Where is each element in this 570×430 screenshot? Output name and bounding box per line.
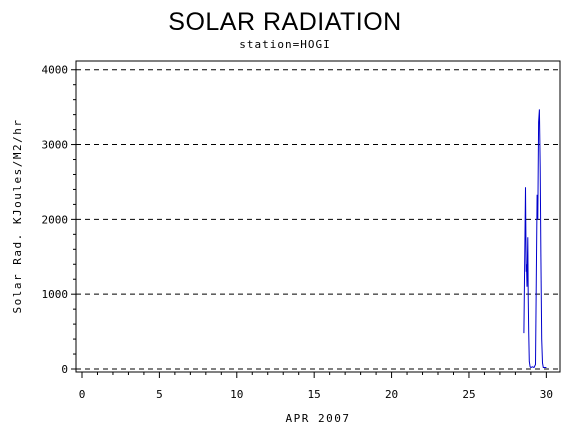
x-tick-label-30: 30 [540, 388, 553, 401]
y-tick-label-4000: 4000 [42, 64, 69, 77]
x-tick-label-10: 10 [230, 388, 243, 401]
x-tick-label-0: 0 [79, 388, 86, 401]
grid-lines [76, 69, 560, 370]
x-tick-label-25: 25 [462, 388, 475, 401]
plot-frame [75, 60, 561, 373]
data-series [523, 109, 547, 369]
y-tick-label-3000: 3000 [42, 139, 69, 152]
series-line-0 [523, 109, 547, 369]
chart-title: SOLAR RADIATION [168, 8, 401, 36]
y-tick-label-1000: 1000 [42, 288, 69, 301]
x-tick-label-5: 5 [156, 388, 163, 401]
y-tick-label-0: 0 [61, 363, 68, 376]
x-axis: 0 5 10 15 20 25 30 [79, 372, 553, 401]
chart-subtitle: station=HOGI [239, 38, 330, 51]
y-axis: 0 1000 2000 3000 4000 [42, 64, 76, 376]
x-tick-label-20: 20 [385, 388, 398, 401]
x-tick-label-15: 15 [308, 388, 321, 401]
y-tick-label-2000: 2000 [42, 213, 69, 226]
y-axis-label: Solar Rad. KJoules/M2/hr [11, 119, 24, 314]
x-axis-label: APR 2007 [286, 412, 351, 425]
